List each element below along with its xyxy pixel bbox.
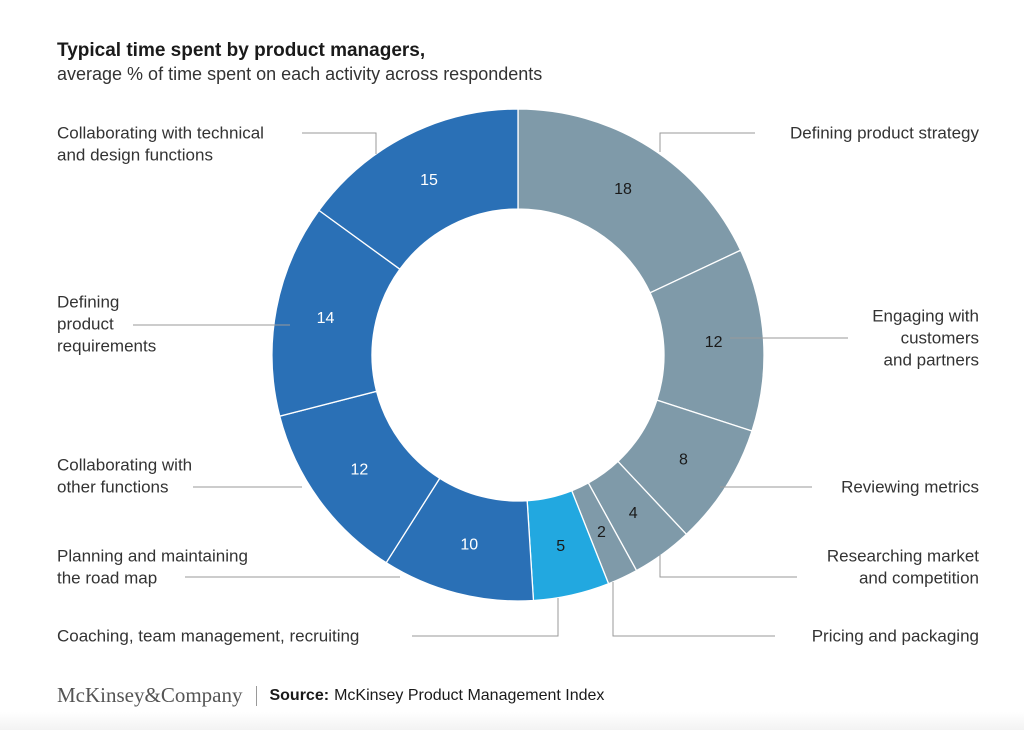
chart-title: Typical time spent by product managers, xyxy=(57,40,426,61)
slice-label-4-line-1: Researching market xyxy=(827,547,979,566)
slice-10 xyxy=(318,108,519,271)
slice-label-9-line-2: product xyxy=(57,315,114,334)
slice-value-6: 5 xyxy=(556,538,565,555)
slice-label-2-line-1: Engaging with xyxy=(872,307,979,326)
slice-label-10-line-1: Collaborating with technical xyxy=(57,124,264,143)
brand-logo: McKinsey&Company xyxy=(57,683,243,707)
slice-label-5-line-1: Pricing and packaging xyxy=(812,627,979,646)
chart-subtitle: average % of time spent on each activity… xyxy=(57,64,543,84)
slice-value-2: 12 xyxy=(705,334,723,351)
slice-value-4: 4 xyxy=(629,505,638,522)
slice-value-7: 10 xyxy=(460,536,478,553)
slice-label-6-line-1: Coaching, team management, recruiting xyxy=(57,627,359,646)
donut-slices xyxy=(271,108,765,602)
slice-label-2-line-2: customers xyxy=(901,329,979,348)
leader-line-5 xyxy=(612,582,775,637)
slice-label-7-line-1: Planning and maintaining xyxy=(57,547,248,566)
slice-label-1-line-1: Defining product strategy xyxy=(790,124,979,143)
bottom-strip xyxy=(0,712,1024,730)
slice-value-5: 2 xyxy=(597,524,606,541)
slice-value-10: 15 xyxy=(420,172,438,189)
slice-label-9-line-3: requirements xyxy=(57,337,156,356)
slice-label-8-line-1: Collaborating with xyxy=(57,456,192,475)
slice-values: 18 12 8 4 2 5 10 12 14 15 xyxy=(317,172,723,555)
leader-line-6 xyxy=(412,598,559,637)
leader-line-1 xyxy=(659,132,755,152)
slice-label-9-line-1: Defining xyxy=(57,293,119,312)
slice-label-7-line-2: the road map xyxy=(57,569,157,588)
slice-label-2-line-3: and partners xyxy=(884,351,979,370)
slice-labels: Defining product strategy Engaging with cu… xyxy=(57,124,979,646)
slice-1 xyxy=(517,108,742,294)
slice-value-9: 14 xyxy=(317,310,335,327)
slice-label-8-line-2: other functions xyxy=(57,478,169,497)
slice-value-8: 12 xyxy=(351,462,369,479)
footer-divider xyxy=(256,685,258,706)
source-label: Source: xyxy=(269,686,330,704)
slice-label-3-line-1: Reviewing metrics xyxy=(841,478,979,497)
leader-lines xyxy=(133,132,848,637)
slice-value-1: 18 xyxy=(614,181,632,198)
footer: McKinsey&Company Source: McKinsey Produc… xyxy=(57,683,604,708)
source-text: McKinsey Product Management Index xyxy=(334,686,605,704)
slice-value-3: 8 xyxy=(679,452,688,469)
leader-line-10 xyxy=(302,132,377,154)
leader-line-4 xyxy=(659,555,797,578)
slice-label-10-line-2: and design functions xyxy=(57,146,213,165)
slice-label-4-line-2: and competition xyxy=(859,569,979,588)
